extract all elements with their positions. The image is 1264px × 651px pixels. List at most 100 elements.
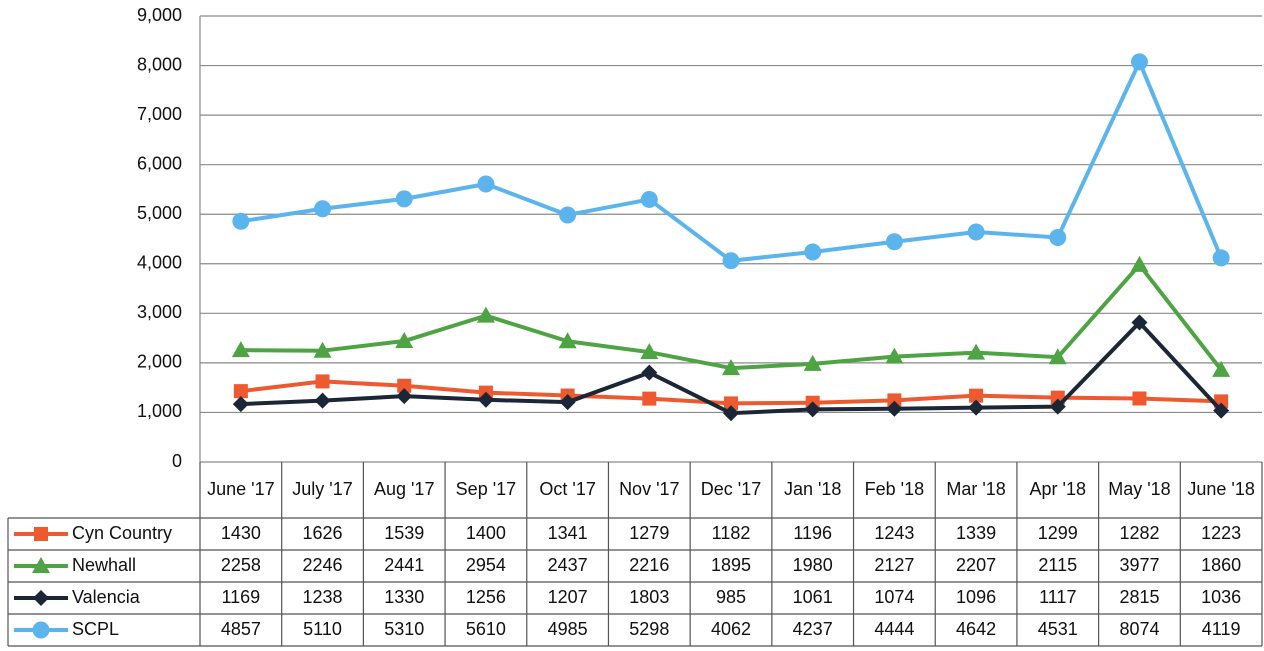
table-value: 5298 xyxy=(629,619,669,639)
table-value: 4857 xyxy=(221,619,261,639)
marker xyxy=(313,341,332,358)
table-value: 4642 xyxy=(956,619,996,639)
marker xyxy=(477,175,495,193)
y-tick-label: 2,000 xyxy=(137,352,182,372)
table-value: 1339 xyxy=(956,523,996,543)
y-tick-label: 4,000 xyxy=(137,253,182,273)
marker xyxy=(1130,255,1149,272)
marker xyxy=(722,252,740,270)
x-tick-label: Oct '17 xyxy=(539,479,595,499)
marker xyxy=(396,388,413,405)
table-value: 1341 xyxy=(548,523,588,543)
marker xyxy=(476,306,495,323)
x-tick-label: Jan '18 xyxy=(784,479,841,499)
marker xyxy=(1213,402,1230,419)
marker xyxy=(558,332,577,349)
marker xyxy=(1049,398,1066,415)
y-tick-label: 5,000 xyxy=(137,203,182,223)
table-value: 2954 xyxy=(466,555,506,575)
marker xyxy=(233,384,248,399)
series-line xyxy=(240,59,1223,263)
marker xyxy=(887,393,902,408)
legend-label: Newhall xyxy=(72,555,136,575)
table-value: 1430 xyxy=(221,523,261,543)
table-value: 2127 xyxy=(874,555,914,575)
marker xyxy=(395,190,413,208)
x-tick-label: Apr '18 xyxy=(1030,479,1086,499)
y-tick-label: 7,000 xyxy=(137,104,182,124)
y-tick-label: 0 xyxy=(172,451,182,471)
marker xyxy=(722,359,740,376)
table-value: 2246 xyxy=(303,555,343,575)
table-value: 2815 xyxy=(1119,587,1159,607)
table-value: 1238 xyxy=(303,587,343,607)
marker xyxy=(231,341,250,358)
table-value: 1980 xyxy=(793,555,833,575)
table-value: 2441 xyxy=(384,555,424,575)
legend-marker xyxy=(32,621,50,639)
table-value: 5610 xyxy=(466,619,506,639)
marker xyxy=(477,391,494,408)
marker xyxy=(640,343,659,360)
table-value: 1279 xyxy=(629,523,669,543)
x-tick-label: Feb '18 xyxy=(865,479,924,499)
marker xyxy=(1049,228,1067,246)
marker xyxy=(397,378,412,393)
table-value: 1282 xyxy=(1119,523,1159,543)
marker xyxy=(803,354,822,371)
y-tick-label: 8,000 xyxy=(137,54,182,74)
x-tick-label: Sep '17 xyxy=(456,479,517,499)
legend-label: Valencia xyxy=(72,587,141,607)
table-value: 1539 xyxy=(384,523,424,543)
table-value: 5310 xyxy=(384,619,424,639)
table-value: 1299 xyxy=(1038,523,1078,543)
table-value: 3977 xyxy=(1119,555,1159,575)
legend-label: SCPL xyxy=(72,619,119,639)
series-line xyxy=(240,262,1223,372)
table-value: 1243 xyxy=(874,523,914,543)
table-value: 985 xyxy=(716,587,746,607)
table-value: 2207 xyxy=(956,555,996,575)
marker xyxy=(724,396,738,411)
marker xyxy=(559,206,577,224)
marker xyxy=(1212,360,1231,377)
legend-marker xyxy=(34,527,48,541)
table-value: 1196 xyxy=(793,523,832,543)
table-value: 4062 xyxy=(711,619,751,639)
table-value: 5110 xyxy=(303,619,342,639)
table-value: 1256 xyxy=(466,587,506,607)
y-tick-label: 9,000 xyxy=(137,5,182,25)
x-tick-label: Nov '17 xyxy=(619,479,679,499)
table-value: 2258 xyxy=(221,555,261,575)
table-value: 1182 xyxy=(712,523,751,543)
table-value: 2437 xyxy=(548,555,588,575)
marker xyxy=(1131,314,1148,331)
marker xyxy=(804,243,822,261)
table-value: 4119 xyxy=(1202,619,1241,639)
marker xyxy=(314,392,331,409)
marker xyxy=(1212,249,1230,267)
table-value: 1626 xyxy=(303,523,343,543)
marker xyxy=(968,399,985,416)
marker xyxy=(232,396,249,413)
x-tick-label: May '18 xyxy=(1108,479,1170,499)
x-tick-label: July '17 xyxy=(292,479,352,499)
marker xyxy=(804,401,821,418)
x-tick-label: Dec '17 xyxy=(701,479,761,499)
x-tick-label: June '17 xyxy=(207,479,275,499)
marker xyxy=(885,347,904,364)
legend-label: Cyn Country xyxy=(72,523,172,543)
marker xyxy=(1048,348,1067,365)
table-value: 1207 xyxy=(548,587,588,607)
table-value: 1169 xyxy=(221,587,260,607)
marker xyxy=(395,332,414,349)
table-value: 4985 xyxy=(548,619,588,639)
marker xyxy=(559,394,576,411)
table-value: 1895 xyxy=(711,555,751,575)
x-tick-label: Aug '17 xyxy=(374,479,435,499)
marker xyxy=(1132,391,1147,406)
y-tick-label: 1,000 xyxy=(137,401,182,421)
marker xyxy=(642,391,657,406)
marker xyxy=(641,364,658,381)
